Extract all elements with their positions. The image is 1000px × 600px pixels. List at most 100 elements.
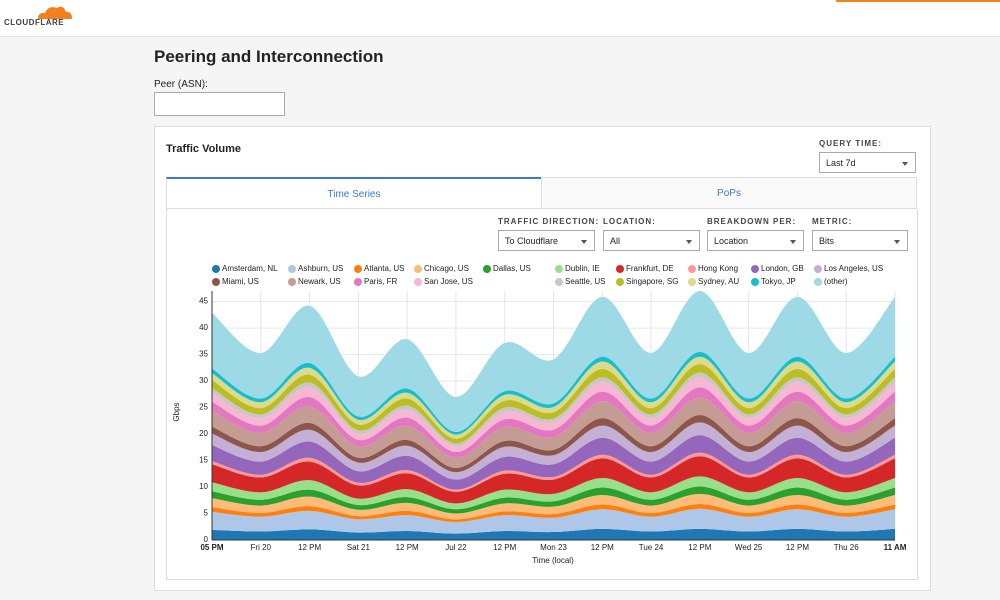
x-tick-label: Mon 23: [540, 543, 567, 552]
x-axis-label: Time (local): [532, 556, 574, 565]
filter-label: BREAKDOWN PER:: [707, 217, 797, 226]
legend-marker: [814, 265, 822, 273]
select-value: Bits: [819, 236, 835, 246]
x-tick-label: Fri 20: [251, 543, 272, 552]
area: [212, 503, 895, 522]
query-time-select[interactable]: Last 7d: [819, 152, 916, 173]
filter-label: METRIC:: [812, 217, 853, 226]
x-tick-label: 12 PM: [591, 543, 614, 552]
area: [212, 528, 895, 540]
legend-marker: [555, 265, 563, 273]
legend-label: Singapore, SG: [626, 277, 678, 286]
area: [212, 387, 895, 458]
x-tick-label: Sat 21: [347, 543, 371, 552]
accent-bar: [836, 0, 1000, 2]
logo-cloud: [38, 6, 72, 20]
legend-marker: [616, 278, 624, 286]
select-value: Last 7d: [826, 158, 856, 168]
legend-marker: [688, 278, 696, 286]
filter-label: TRAFFIC DIRECTION:: [498, 217, 600, 226]
y-tick-label: 0: [204, 535, 209, 544]
area: [212, 397, 895, 468]
x-tick-label: 05 PM: [200, 543, 223, 552]
header: [0, 0, 1000, 37]
legend-marker: [483, 265, 491, 273]
legend-label: (other): [824, 277, 848, 286]
x-tick-label: 12 PM: [786, 543, 809, 552]
legend-label: Hong Kong: [698, 264, 738, 273]
y-tick-label: 5: [204, 509, 209, 518]
legend-marker: [288, 278, 296, 286]
area: [212, 476, 895, 510]
legend-label: Newark, US: [298, 277, 341, 286]
y-tick-label: 40: [199, 323, 208, 332]
y-tick-label: 30: [199, 376, 208, 385]
legend-marker: [814, 278, 822, 286]
legend-label: Dallas, US: [493, 264, 531, 273]
legend-label: Seattle, US: [565, 277, 605, 286]
x-tick-label: 12 PM: [688, 543, 711, 552]
legend-label: London, GB: [761, 264, 804, 273]
legend-marker: [751, 265, 759, 273]
filter-select[interactable]: Location: [707, 230, 804, 251]
legend-label: Tokyo, JP: [761, 277, 796, 286]
peer-label: Peer (ASN):: [154, 79, 208, 90]
legend-label: San Jose, US: [424, 277, 473, 286]
y-tick-label: 45: [199, 297, 208, 306]
filter-select[interactable]: To Cloudflare: [498, 230, 595, 251]
legend-marker: [751, 278, 759, 286]
area: [212, 493, 895, 520]
legend-label: Miami, US: [222, 277, 259, 286]
query-time-label: QUERY TIME:: [819, 139, 883, 148]
area: [212, 435, 895, 490]
legend-label: Dublin, IE: [565, 264, 600, 273]
legend-marker: [354, 265, 362, 273]
legend-label: Frankfurt, DE: [626, 264, 674, 273]
area: [212, 456, 895, 504]
y-tick-label: 10: [199, 482, 208, 491]
area: [212, 414, 895, 473]
select-value: All: [610, 236, 621, 246]
panel-title: Traffic Volume: [166, 143, 241, 155]
legend-marker: [414, 278, 422, 286]
legend-label: Amsterdam, NL: [222, 264, 278, 273]
legend-label: Los Angeles, US: [824, 264, 883, 273]
filter-select[interactable]: Bits: [812, 230, 908, 251]
legend-marker: [212, 278, 220, 286]
x-tick-label: 12 PM: [493, 543, 516, 552]
legend-marker: [212, 265, 220, 273]
select-value: Location: [714, 236, 749, 246]
filter-label: LOCATION:: [603, 217, 656, 226]
legend-marker: [555, 278, 563, 286]
x-tick-label: Thu 26: [834, 543, 859, 552]
legend-marker: [616, 265, 624, 273]
x-tick-label: 12 PM: [396, 543, 419, 552]
x-tick-label: 11 AM: [884, 543, 907, 552]
y-tick-label: 25: [199, 403, 208, 412]
tab[interactable]: PoPs: [541, 177, 917, 209]
area: [212, 291, 895, 432]
peer-input[interactable]: [154, 92, 285, 116]
tab-content: [166, 209, 918, 580]
x-tick-label: Tue 24: [639, 543, 664, 552]
select-value: To Cloudflare: [505, 236, 559, 246]
legend-label: Ashburn, US: [298, 264, 343, 273]
legend-label: Sydney, AU: [698, 277, 739, 286]
x-tick-label: Wed 25: [735, 543, 763, 552]
legend-marker: [288, 265, 296, 273]
legend-label: Chicago, US: [424, 264, 469, 273]
filter-select[interactable]: All: [603, 230, 700, 251]
y-tick-label: 15: [199, 456, 208, 465]
logo[interactable]: CLOUDFLARE: [4, 18, 65, 27]
y-axis-label: Gbps: [172, 402, 181, 421]
legend-marker: [354, 278, 362, 286]
x-tick-label: 12 PM: [298, 543, 321, 552]
legend-marker: [688, 265, 696, 273]
y-tick-label: 35: [199, 350, 208, 359]
area: [212, 422, 895, 480]
legend-label: Paris, FR: [364, 277, 398, 286]
area: [212, 486, 895, 514]
legend-label: Atlanta, US: [364, 264, 404, 273]
